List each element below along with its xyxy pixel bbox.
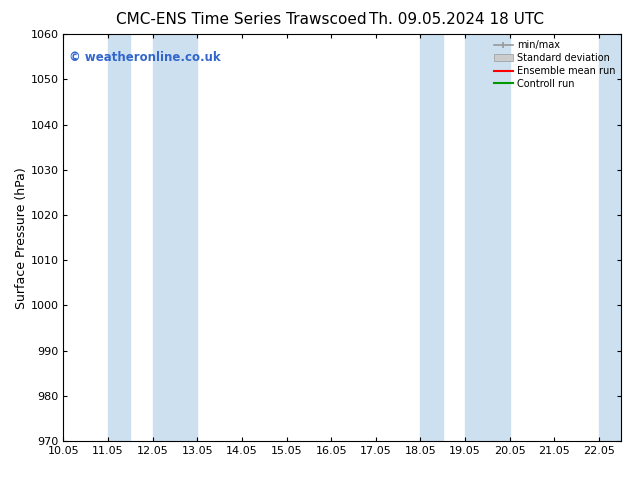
Bar: [420, 34, 443, 441]
Text: Th. 09.05.2024 18 UTC: Th. 09.05.2024 18 UTC: [369, 12, 544, 27]
Bar: [599, 34, 621, 441]
Text: CMC-ENS Time Series Trawscoed: CMC-ENS Time Series Trawscoed: [115, 12, 366, 27]
Bar: [108, 34, 131, 441]
Y-axis label: Surface Pressure (hPa): Surface Pressure (hPa): [15, 167, 28, 309]
Text: © weatheronline.co.uk: © weatheronline.co.uk: [69, 50, 221, 64]
Bar: [153, 34, 197, 441]
Legend: min/max, Standard deviation, Ensemble mean run, Controll run: min/max, Standard deviation, Ensemble me…: [489, 36, 619, 93]
Bar: [465, 34, 510, 441]
